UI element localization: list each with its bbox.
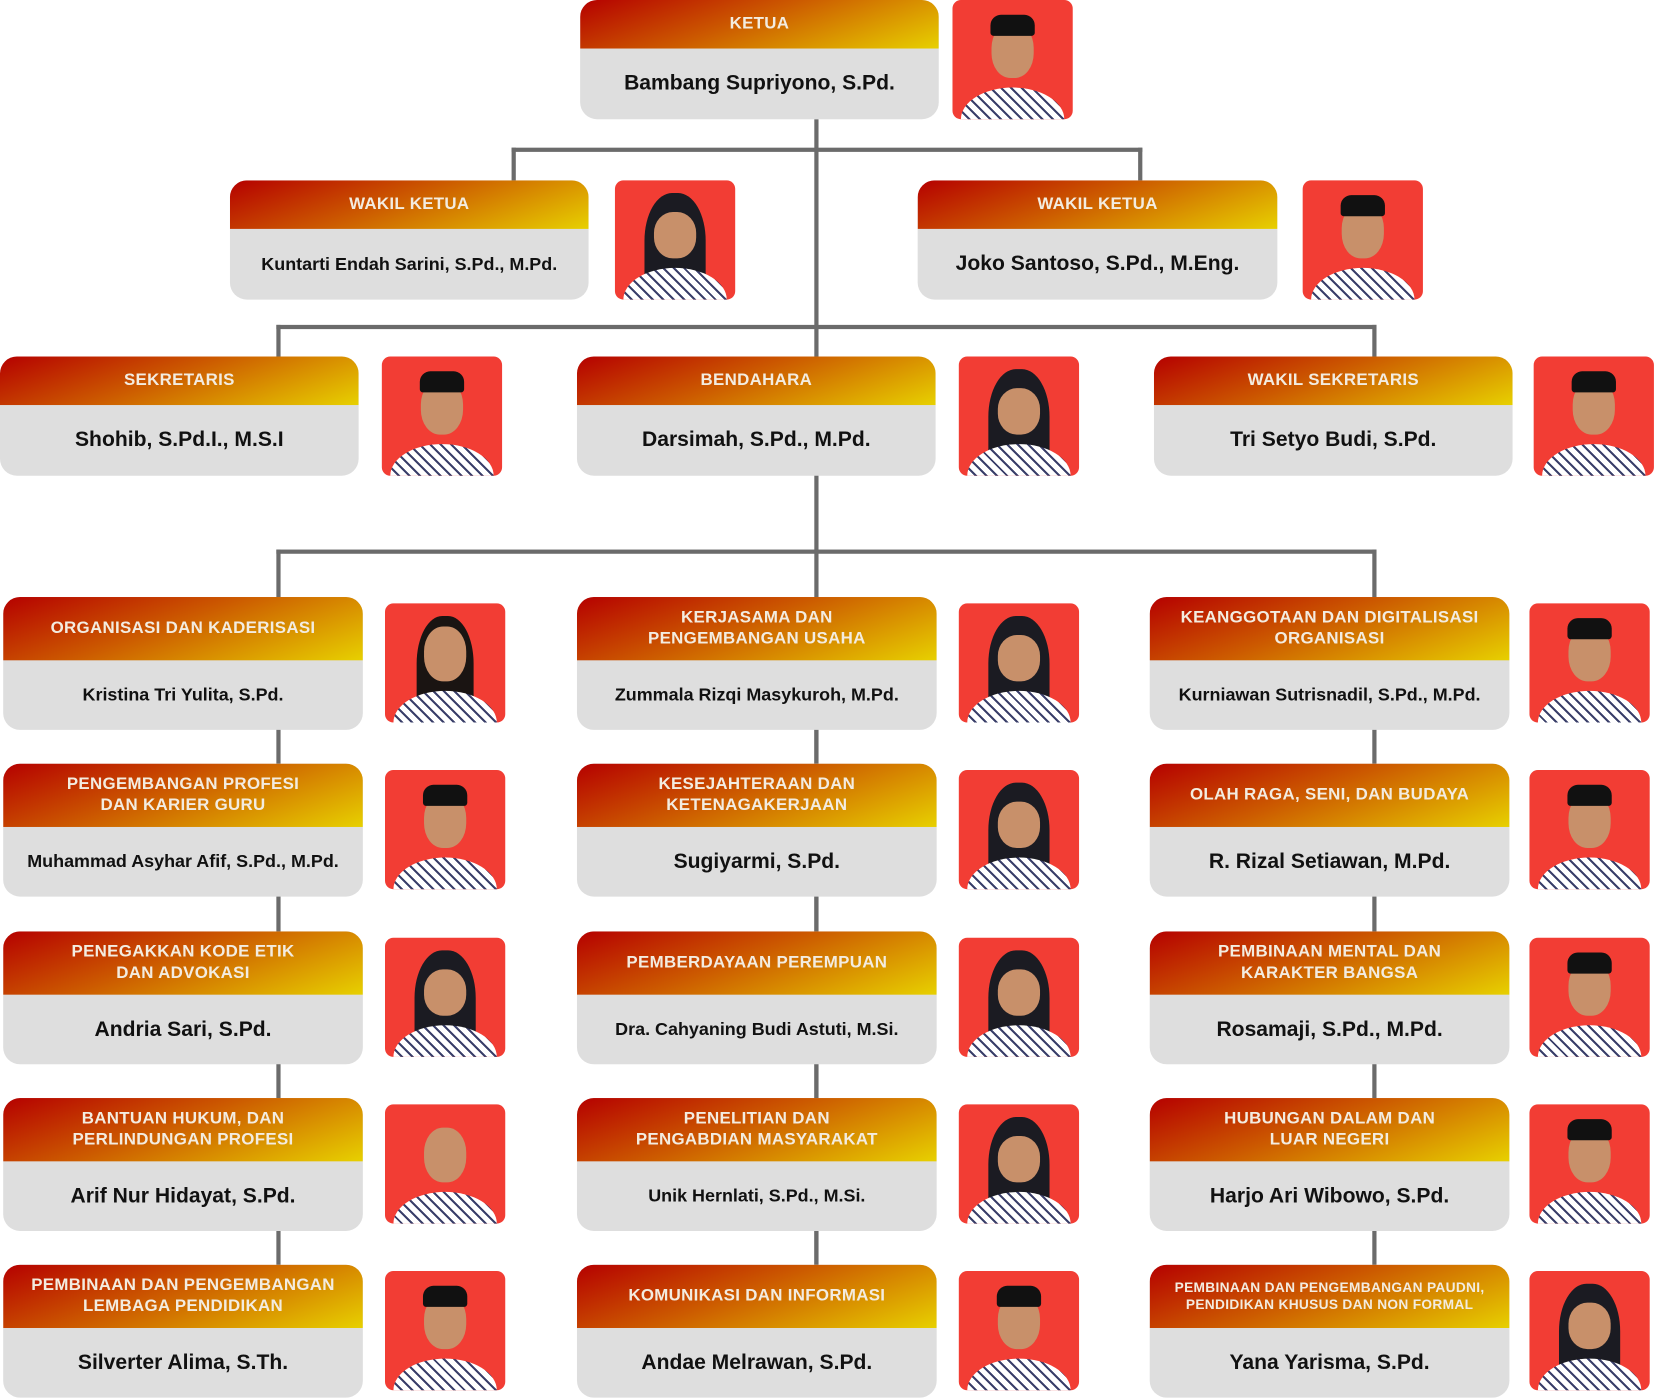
position-card: KERJASAMA DAN PENGEMBANGAN USAHA Zummala … <box>576 597 937 730</box>
position-card: BANTUAN HUKUM, DAN PERLINDUNGAN PROFESI A… <box>3 1098 363 1231</box>
member-photo <box>385 937 506 1057</box>
connector-line <box>511 147 516 182</box>
position-title: WAKIL KETUA <box>917 180 1278 229</box>
member-name: Tri Setyo Budi, S.Pd. <box>1230 428 1437 452</box>
member-photo <box>1302 180 1423 300</box>
position-title: BANTUAN HUKUM, DAN PERLINDUNGAN PROFESI <box>3 1098 363 1162</box>
member-name: Joko Santoso, S.Pd., M.Eng. <box>955 252 1240 276</box>
position-card: WAKIL KETUA Joko Santoso, S.Pd., M.Eng. <box>917 180 1278 300</box>
member-name: Silverter Alima, S.Th. <box>77 1350 289 1374</box>
position-title: SEKRETARIS <box>0 356 359 406</box>
member-photo <box>952 0 1073 120</box>
member-name: Shohib, S.Pd.I., M.S.I <box>74 428 284 452</box>
member-name: Kurniawan Sutrisnadil, S.Pd., M.Pd. <box>1178 684 1481 705</box>
position-title: PEMBINAAN DAN PENGEMBANGAN LEMBAGA PENDI… <box>3 1264 363 1328</box>
member-name: Andria Sari, S.Pd. <box>94 1017 272 1041</box>
member-photo <box>958 1271 1080 1391</box>
member-photo <box>385 1271 506 1391</box>
position-card: KETUA Bambang Supriyono, S.Pd. <box>580 0 939 120</box>
member-name: Andae Melrawan, S.Pd. <box>641 1350 873 1374</box>
member-name: Kristina Tri Yulita, S.Pd. <box>82 684 284 705</box>
member-name: Arif Nur Hidayat, S.Pd. <box>70 1184 296 1208</box>
position-title: PENEGAKKAN KODE ETIK DAN ADVOKASI <box>3 931 363 995</box>
position-title: KETUA <box>580 0 939 49</box>
position-card: HUBUNGAN DALAM DAN LUAR NEGERI Harjo Ari … <box>1149 1098 1510 1231</box>
position-title: KERJASAMA DAN PENGEMBANGAN USAHA <box>576 597 937 661</box>
connector-line <box>1138 147 1143 182</box>
position-card: BENDAHARA Darsimah, S.Pd., M.Pd. <box>576 356 936 476</box>
position-title: WAKIL KETUA <box>229 180 589 229</box>
position-card: PEMBINAAN DAN PENGEMBANGAN PAUDNI, PENDI… <box>1149 1264 1510 1398</box>
member-photo <box>1529 603 1650 723</box>
member-photo <box>385 603 506 723</box>
position-card: PEMBERDAYAAN PEREMPUAN Dra. Cahyaning Bud… <box>576 931 937 1065</box>
member-photo <box>381 356 503 476</box>
position-title: HUBUNGAN DALAM DAN LUAR NEGERI <box>1149 1098 1510 1162</box>
member-name: R. Rizal Setiawan, M.Pd. <box>1208 849 1451 873</box>
member-photo <box>958 937 1080 1057</box>
member-photo <box>1529 1271 1650 1391</box>
position-title: PEMBERDAYAAN PEREMPUAN <box>576 931 937 995</box>
position-title: PENGEMBANGAN PROFESI DAN KARIER GURU <box>3 763 363 827</box>
position-title: BENDAHARA <box>576 356 936 406</box>
member-photo <box>1529 937 1650 1057</box>
connector-line <box>276 324 281 359</box>
member-photo <box>958 1104 1080 1224</box>
position-card: PEMBINAAN MENTAL DAN KARAKTER BANGSA Rosa… <box>1149 931 1510 1065</box>
connector-line <box>276 549 1377 554</box>
position-card: KOMUNIKASI DAN INFORMASI Andae Melrawan, … <box>576 1264 937 1398</box>
member-photo <box>958 356 1080 476</box>
position-title: OLAH RAGA, SENI, DAN BUDAYA <box>1149 763 1510 827</box>
position-title: PEMBINAAN DAN PENGEMBANGAN PAUDNI, PENDI… <box>1149 1264 1510 1328</box>
position-card: KESEJAHTERAAN DAN KETENAGAKERJAAN Sugiyar… <box>576 763 937 897</box>
member-photo <box>1533 356 1654 476</box>
member-photo <box>385 770 506 890</box>
member-name: Muhammad Asyhar Afif, S.Pd., M.Pd. <box>27 851 339 872</box>
member-photo <box>614 180 736 300</box>
position-card: WAKIL SEKRETARIS Tri Setyo Budi, S.Pd. <box>1153 356 1513 476</box>
position-title: WAKIL SEKRETARIS <box>1153 356 1513 406</box>
member-name: Darsimah, S.Pd., M.Pd. <box>641 428 871 452</box>
connector-line <box>276 324 1377 330</box>
member-name: Harjo Ari Wibowo, S.Pd. <box>1209 1184 1450 1208</box>
connector-line <box>1372 324 1377 359</box>
member-name: Sugiyarmi, S.Pd. <box>673 849 841 873</box>
position-card: KEANGGOTAAN DAN DIGITALISASI ORGANISASI K… <box>1149 597 1510 730</box>
position-card: PENEGAKKAN KODE ETIK DAN ADVOKASI Andria … <box>3 931 363 1065</box>
connector-line <box>1372 549 1377 599</box>
position-card: PENGEMBANGAN PROFESI DAN KARIER GURU Muha… <box>3 763 363 897</box>
member-name: Yana Yarisma, S.Pd. <box>1229 1350 1430 1374</box>
position-title: KESEJAHTERAAN DAN KETENAGAKERJAAN <box>576 763 937 827</box>
position-card: OLAH RAGA, SENI, DAN BUDAYA R. Rizal Seti… <box>1149 763 1510 897</box>
position-card: ORGANISASI DAN KADERISASI Kristina Tri Yu… <box>3 597 363 730</box>
connector-line <box>511 147 1143 152</box>
position-card: SEKRETARIS Shohib, S.Pd.I., M.S.I <box>0 356 359 476</box>
member-photo <box>958 770 1080 890</box>
member-name: Kuntarti Endah Sarini, S.Pd., M.Pd. <box>261 253 558 274</box>
position-card: PEMBINAAN DAN PENGEMBANGAN LEMBAGA PENDI… <box>3 1264 363 1398</box>
member-name: Rosamaji, S.Pd., M.Pd. <box>1216 1017 1443 1041</box>
member-photo <box>385 1104 506 1224</box>
position-card: WAKIL KETUA Kuntarti Endah Sarini, S.Pd.,… <box>229 180 589 300</box>
position-title: PENELITIAN DAN PENGABDIAN MASYARAKAT <box>576 1098 937 1162</box>
member-name: Dra. Cahyaning Budi Astuti, M.Si. <box>615 1018 899 1039</box>
member-photo <box>1529 770 1650 890</box>
position-title: KOMUNIKASI DAN INFORMASI <box>576 1264 937 1328</box>
member-photo <box>958 603 1080 723</box>
member-name: Bambang Supriyono, S.Pd. <box>624 71 895 95</box>
position-card: PENELITIAN DAN PENGABDIAN MASYARAKAT Unik… <box>576 1098 937 1231</box>
member-photo <box>1529 1104 1650 1224</box>
member-name: Unik Hernlati, S.Pd., M.Si. <box>648 1185 866 1206</box>
position-title: ORGANISASI DAN KADERISASI <box>3 597 363 661</box>
member-name: Zummala Rizqi Masykuroh, M.Pd. <box>614 684 899 705</box>
position-title: KEANGGOTAAN DAN DIGITALISASI ORGANISASI <box>1149 597 1510 661</box>
position-title: PEMBINAAN MENTAL DAN KARAKTER BANGSA <box>1149 931 1510 995</box>
connector-line <box>276 549 281 599</box>
